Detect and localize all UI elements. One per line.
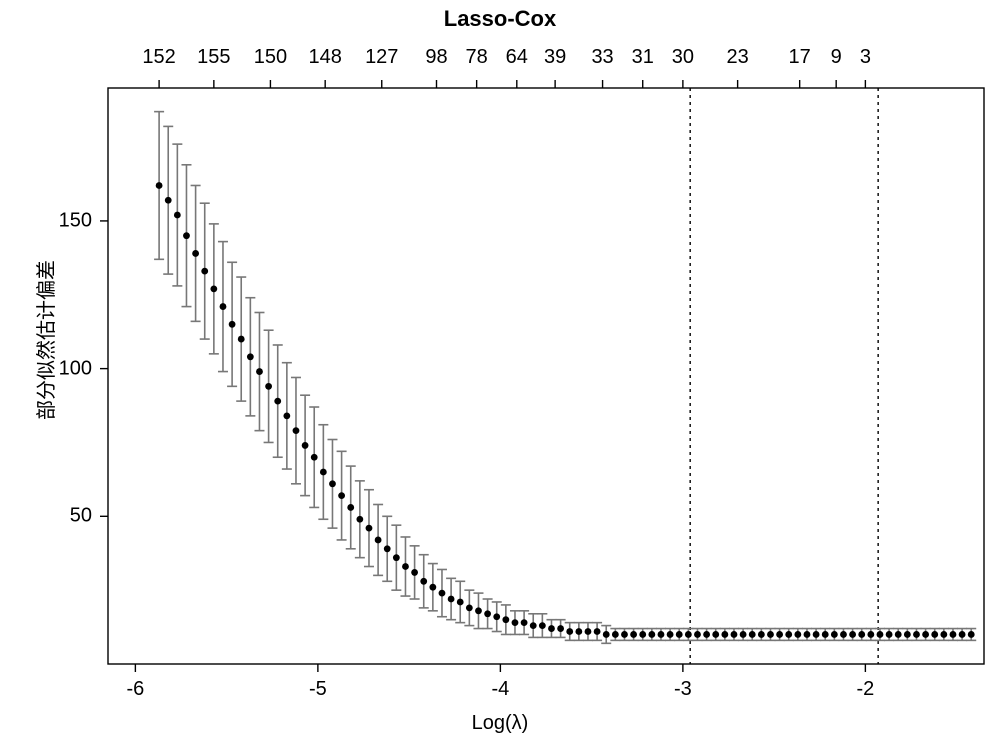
- lasso-cox-chart: Lasso-Cox 152155150148127987864393331302…: [0, 0, 1000, 753]
- y-tick-label: 150: [52, 209, 92, 232]
- chart-svg: [0, 0, 1000, 753]
- x-tick-label: -2: [856, 678, 874, 701]
- x-tick-label: -6: [126, 678, 144, 701]
- y-axis-label: 部分似然估计偏差: [30, 260, 59, 420]
- y-tick-label: 100: [52, 357, 92, 380]
- x-tick-label: -4: [491, 678, 509, 701]
- x-tick-label: -5: [309, 678, 327, 701]
- x-axis-label: Log(λ): [0, 712, 1000, 735]
- y-tick-label: 50: [52, 505, 92, 528]
- x-tick-label: -3: [674, 678, 692, 701]
